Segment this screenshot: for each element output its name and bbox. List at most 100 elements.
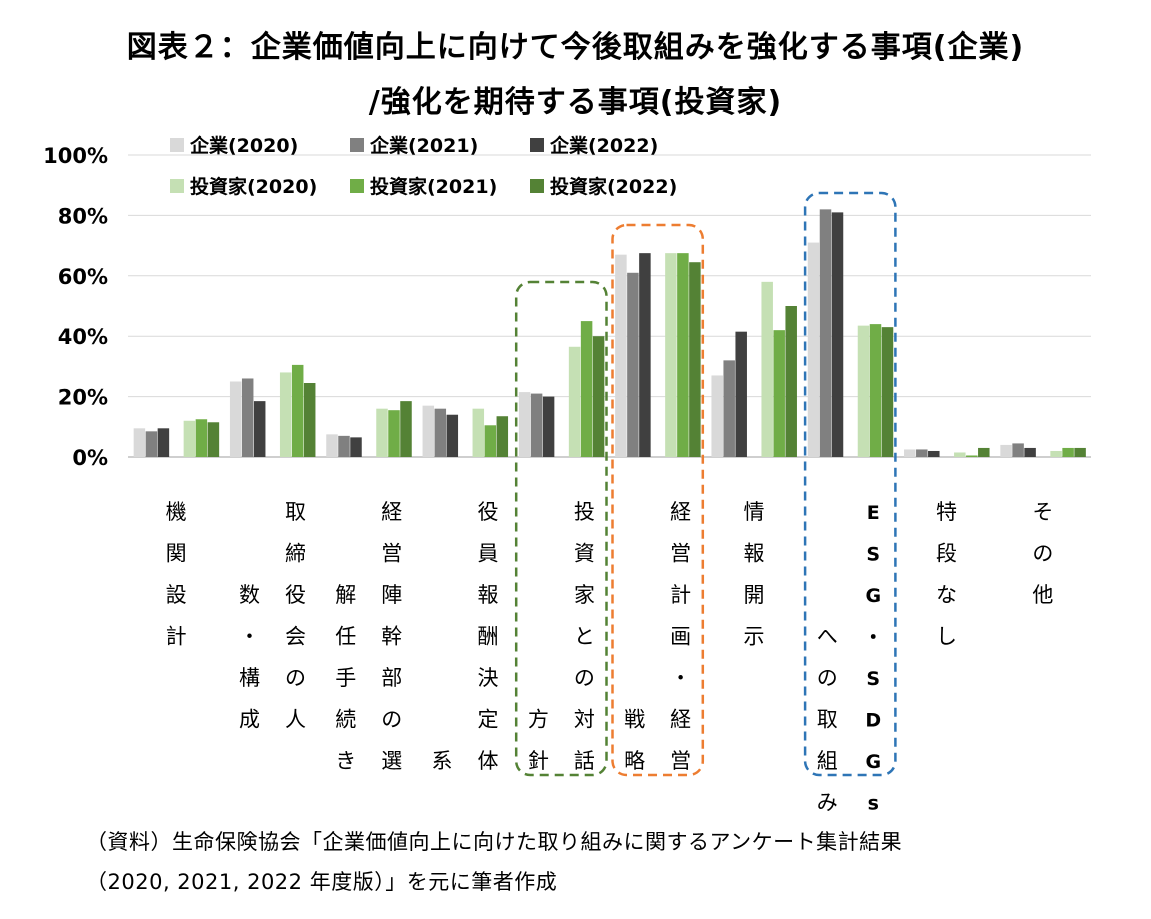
chart-title-line1: 図表２：企業価値向上に向けて今後取組みを強化する事項(企業): [126, 30, 1025, 65]
category-label-char: 系: [432, 749, 453, 773]
bar-6-3: [761, 281, 773, 457]
bar-8-5: [978, 447, 990, 457]
bar-8-3: [954, 452, 966, 457]
bar-1-0: [229, 381, 242, 457]
legend-swatch: [170, 138, 184, 152]
category-label-char: 幹: [381, 625, 402, 649]
bar-3-3: [472, 408, 485, 457]
category-label-char: ・: [239, 625, 260, 649]
category-label-char: 手: [335, 666, 356, 690]
legend-label: 投資家(2022): [550, 175, 677, 198]
category-label-char: S: [866, 544, 880, 566]
legend-label: 投資家(2020): [190, 175, 317, 198]
category-label-char: し: [936, 625, 957, 649]
bar-6-4: [773, 330, 785, 457]
category-label-char: 他: [1032, 583, 1053, 607]
category-label-char: 機: [166, 500, 187, 524]
category-label-char: 経: [381, 500, 402, 524]
category-label-char: 営: [381, 542, 402, 566]
category-label-char: 報: [743, 542, 764, 566]
category-label-char: 資: [574, 542, 595, 566]
category-label-char: 営: [670, 749, 691, 773]
category-label-char: 営: [670, 542, 691, 566]
category-label-char: の: [381, 708, 402, 732]
bar-0-1: [145, 431, 158, 457]
y-tick-label: 40%: [58, 325, 108, 349]
category-label-char: へ: [817, 625, 838, 649]
category-label-char: 数: [239, 583, 260, 607]
category-label-char: 続: [335, 708, 356, 732]
highlight-box: [514, 280, 608, 777]
category-label-char: き: [335, 749, 356, 773]
category-label-char: 画: [670, 625, 691, 649]
category-label-char: 開: [743, 583, 764, 607]
bar-9-5: [1074, 447, 1086, 457]
category-label-char: 役: [285, 583, 306, 607]
bar-9-0: [1000, 444, 1012, 457]
bar-4-3: [568, 346, 581, 457]
category-label-char: G: [865, 751, 881, 773]
category-label-char: み: [817, 791, 838, 815]
category-label-char: 針: [528, 749, 549, 773]
bar-2-1: [338, 435, 350, 457]
bar-5-0: [615, 254, 627, 457]
category-label-char: 対: [574, 708, 595, 732]
category-label-char: 戦: [624, 708, 645, 732]
bar-0-2: [157, 428, 170, 457]
category-label-char: 経: [670, 500, 691, 524]
category-label-char: 示: [743, 625, 764, 649]
bar-6-2: [735, 331, 747, 457]
category-label-char: 決: [478, 666, 499, 690]
category-label-char: そ: [1032, 500, 1053, 524]
bar-5-2: [639, 253, 651, 457]
category-label-char: の: [574, 666, 595, 690]
bar-chart: 0%20%40%60%80%100%機関設計数・構成取締役会の人解任手続き経営陣…: [43, 134, 1091, 815]
bar-4-1: [530, 393, 543, 457]
category-label-char: 方: [528, 708, 549, 732]
category-label-char: 略: [624, 749, 645, 773]
source-note-line1: （資料）生命保険協会「企業価値向上に向けた取り組みに関するアンケート集計結果: [86, 830, 903, 854]
bar-1-3: [279, 372, 292, 457]
legend-label: 企業(2022): [549, 134, 658, 157]
bar-5-1: [627, 272, 639, 457]
bar-7-2: [831, 212, 844, 457]
bar-7-0: [807, 242, 820, 457]
bar-7-5: [881, 327, 894, 457]
bar-6-1: [723, 360, 735, 457]
bar-9-2: [1024, 447, 1036, 457]
bar-6-5: [785, 306, 797, 457]
bar-3-4: [484, 425, 497, 457]
y-tick-label: 80%: [58, 204, 108, 228]
category-label-char: 人: [285, 708, 306, 732]
category-label-char: 取: [285, 500, 306, 524]
bar-0-5: [207, 422, 220, 457]
bar-0-4: [195, 419, 208, 457]
category-label-char: の: [1032, 542, 1053, 566]
bar-9-1: [1012, 443, 1024, 457]
category-label-char: 会: [285, 625, 306, 649]
category-label-char: G: [865, 585, 881, 607]
bar-5-4: [677, 253, 689, 457]
legend-swatch: [530, 179, 544, 193]
category-label-char: 定: [478, 708, 499, 732]
bar-3-2: [446, 414, 459, 457]
bar-5-5: [689, 262, 701, 457]
bar-5-3: [665, 253, 677, 457]
legend-label: 企業(2020): [189, 134, 298, 157]
highlight-box: [611, 223, 705, 777]
category-label-char: 陣: [381, 583, 402, 607]
category-label-char: 酬: [478, 625, 499, 649]
bar-1-4: [291, 364, 304, 457]
category-label-char: の: [817, 666, 838, 690]
category-label-char: 家: [574, 583, 595, 607]
legend-swatch: [530, 138, 544, 152]
bar-4-0: [518, 392, 531, 457]
category-label-char: 任: [335, 625, 356, 649]
y-tick-label: 20%: [58, 386, 108, 410]
bar-4-4: [580, 321, 593, 457]
bar-2-4: [388, 410, 400, 457]
bar-8-2: [928, 450, 940, 457]
category-label-char: と: [574, 625, 595, 649]
chart-title-line2: /強化を期待する事項(投資家): [368, 85, 783, 120]
category-label-char: 員: [478, 542, 499, 566]
